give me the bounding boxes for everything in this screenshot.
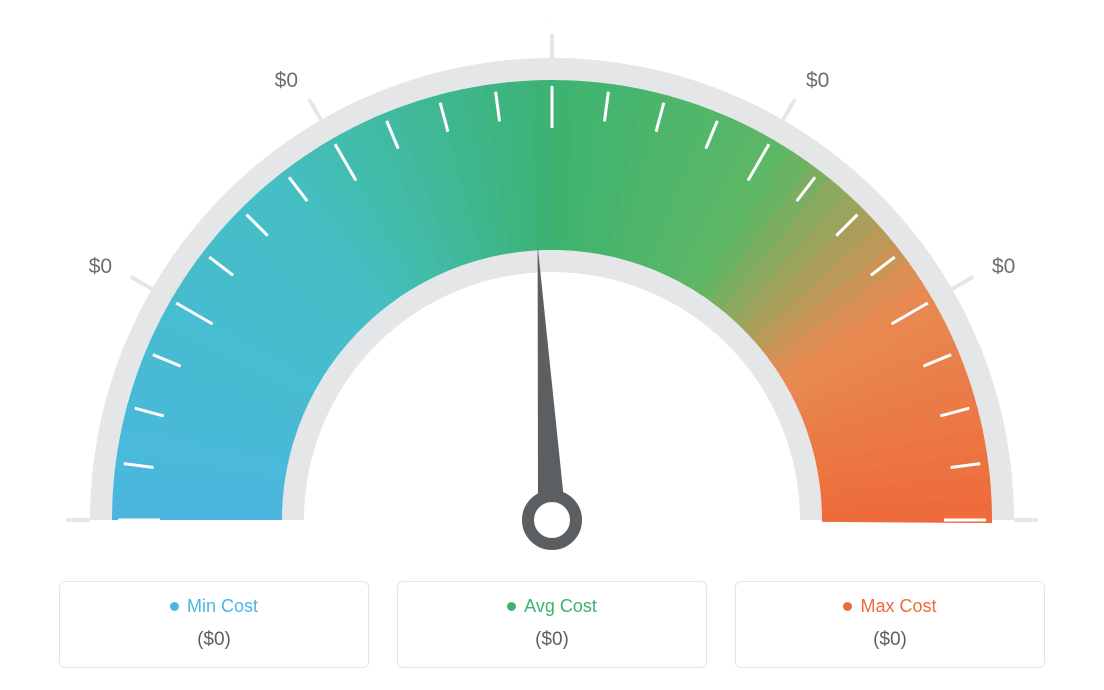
legend-value-max: ($0) (746, 629, 1034, 651)
legend-title-min: Min Cost (170, 596, 258, 617)
legend-label-min: Min Cost (187, 596, 258, 617)
legend-value-min: ($0) (70, 629, 358, 651)
gauge-chart: $0$0$0$0$0$0$0 (52, 20, 1052, 560)
legend-dot-avg (507, 602, 516, 611)
gauge-tick-label: $0 (806, 69, 829, 92)
legend-row: Min Cost ($0) Avg Cost ($0) Max Cost ($0… (0, 581, 1104, 668)
legend-label-max: Max Cost (860, 596, 936, 617)
gauge-svg: $0$0$0$0$0$0$0 (52, 20, 1052, 580)
gauge-tick-label: $0 (540, 20, 563, 24)
gauge-needle (538, 245, 566, 520)
legend-value-avg: ($0) (408, 629, 696, 651)
legend-title-avg: Avg Cost (507, 596, 597, 617)
legend-dot-max (843, 602, 852, 611)
legend-card-max: Max Cost ($0) (735, 581, 1045, 668)
legend-dot-min (170, 602, 179, 611)
legend-label-avg: Avg Cost (524, 596, 597, 617)
gauge-tick-label: $0 (89, 255, 112, 278)
legend-card-min: Min Cost ($0) (59, 581, 369, 668)
gauge-needle-hub (528, 496, 576, 544)
legend-title-max: Max Cost (843, 596, 936, 617)
gauge-tick-label: $0 (275, 69, 298, 92)
legend-card-avg: Avg Cost ($0) (397, 581, 707, 668)
gauge-tick-label: $0 (992, 255, 1015, 278)
